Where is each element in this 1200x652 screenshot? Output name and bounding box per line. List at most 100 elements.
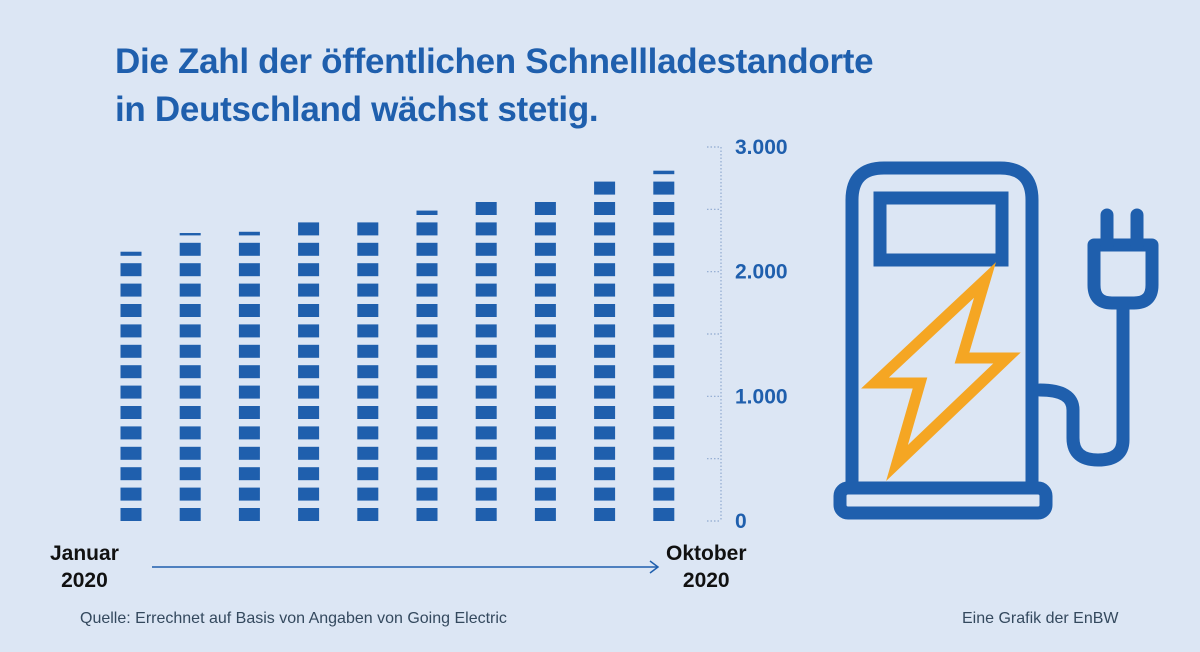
bar-segment xyxy=(653,202,675,215)
bar-segment xyxy=(179,304,201,317)
bar-segment xyxy=(120,365,142,379)
bar-segment xyxy=(298,385,320,399)
bar-segment xyxy=(416,324,438,338)
bar-segment xyxy=(357,242,379,256)
bar-segment xyxy=(179,263,201,277)
bar-segment xyxy=(298,263,320,277)
bar-segment xyxy=(120,251,142,256)
bar-segment xyxy=(594,242,616,256)
bar-segment xyxy=(416,467,438,481)
bar-segment xyxy=(653,487,675,501)
bar xyxy=(238,231,260,521)
bar-segment xyxy=(238,467,260,481)
x-end-month: Oktober xyxy=(666,542,747,565)
bar-segment xyxy=(357,426,379,440)
bar-segment xyxy=(416,487,438,501)
bar-segment xyxy=(475,344,497,358)
y-tick-label: 3.000 xyxy=(735,136,788,159)
bar-segment xyxy=(179,406,201,419)
bar-segment xyxy=(238,231,260,236)
bar-segment xyxy=(475,263,497,277)
bar-segment xyxy=(179,487,201,501)
bar-segment xyxy=(120,467,142,481)
bar xyxy=(416,210,438,521)
bar-segment xyxy=(534,263,556,277)
bar-segment xyxy=(298,283,320,297)
x-end-label: Oktober 2020 xyxy=(666,540,747,594)
bar-segment xyxy=(475,467,497,481)
bar-segment xyxy=(357,385,379,399)
bar xyxy=(179,233,201,521)
bar-segment xyxy=(594,426,616,440)
bar-segment xyxy=(594,365,616,379)
bar-segment xyxy=(594,202,616,215)
bar-segment xyxy=(594,283,616,297)
bar-segment xyxy=(416,222,438,236)
bar-segment xyxy=(238,365,260,379)
bar-segment xyxy=(179,508,201,521)
bar-segment xyxy=(653,181,675,195)
bar-segment xyxy=(238,242,260,256)
bar-segment xyxy=(120,283,142,297)
bar-segment xyxy=(475,202,497,215)
bar-segment xyxy=(238,487,260,501)
bar-segment xyxy=(416,210,438,215)
bar-segment xyxy=(357,263,379,277)
bar-segment xyxy=(534,467,556,481)
title-line-1: Die Zahl der öffentlichen Schnellladesta… xyxy=(115,42,874,81)
bar-segment xyxy=(594,406,616,419)
bar-segment xyxy=(298,344,320,358)
bar-segment xyxy=(357,467,379,481)
bar-segment xyxy=(475,385,497,399)
bar-segment xyxy=(594,222,616,236)
bar-segment xyxy=(534,344,556,358)
bar-segment xyxy=(238,263,260,277)
bar-segment xyxy=(179,385,201,399)
bar-segment xyxy=(357,222,379,236)
bar-segment xyxy=(475,304,497,317)
bar-segment xyxy=(475,446,497,460)
bar-segment xyxy=(238,344,260,358)
bar-segment xyxy=(475,406,497,419)
bar-segment xyxy=(416,406,438,419)
bar-segment xyxy=(357,283,379,297)
x-start-month: Januar xyxy=(50,542,119,565)
bar-segment xyxy=(120,508,142,521)
bar-segment xyxy=(416,426,438,440)
bar-segment xyxy=(120,446,142,460)
bar-segment xyxy=(594,181,616,195)
bar-segment xyxy=(475,242,497,256)
bar-segment xyxy=(416,304,438,317)
bar-segment xyxy=(653,263,675,277)
bar-segment xyxy=(120,385,142,399)
bar-segment xyxy=(534,487,556,501)
bar-segment xyxy=(653,426,675,440)
bar-segment xyxy=(238,304,260,317)
bar xyxy=(653,170,675,521)
bar-segment xyxy=(357,406,379,419)
bar-segment xyxy=(475,222,497,236)
bar-segment xyxy=(594,487,616,501)
bar-segment xyxy=(534,365,556,379)
bar-segment xyxy=(238,385,260,399)
bar-segment xyxy=(416,242,438,256)
chart-title: Die Zahl der öffentlichen Schnellladesta… xyxy=(115,38,874,134)
bar-segment xyxy=(120,304,142,317)
bar-segment xyxy=(357,446,379,460)
bar-segment xyxy=(594,304,616,317)
credit-note: Eine Grafik der EnBW xyxy=(962,610,1119,627)
bar-segment xyxy=(179,344,201,358)
bar-segment xyxy=(179,242,201,256)
bar-segment xyxy=(120,487,142,501)
bar xyxy=(534,202,556,521)
bar-segment xyxy=(534,222,556,236)
bar-segment xyxy=(120,263,142,277)
bar-segment xyxy=(120,324,142,338)
bar-segment xyxy=(534,283,556,297)
bar-segment xyxy=(416,365,438,379)
bar-segment xyxy=(594,344,616,358)
bar-segment xyxy=(298,426,320,440)
bar-segment xyxy=(534,242,556,256)
bar-segment xyxy=(594,385,616,399)
